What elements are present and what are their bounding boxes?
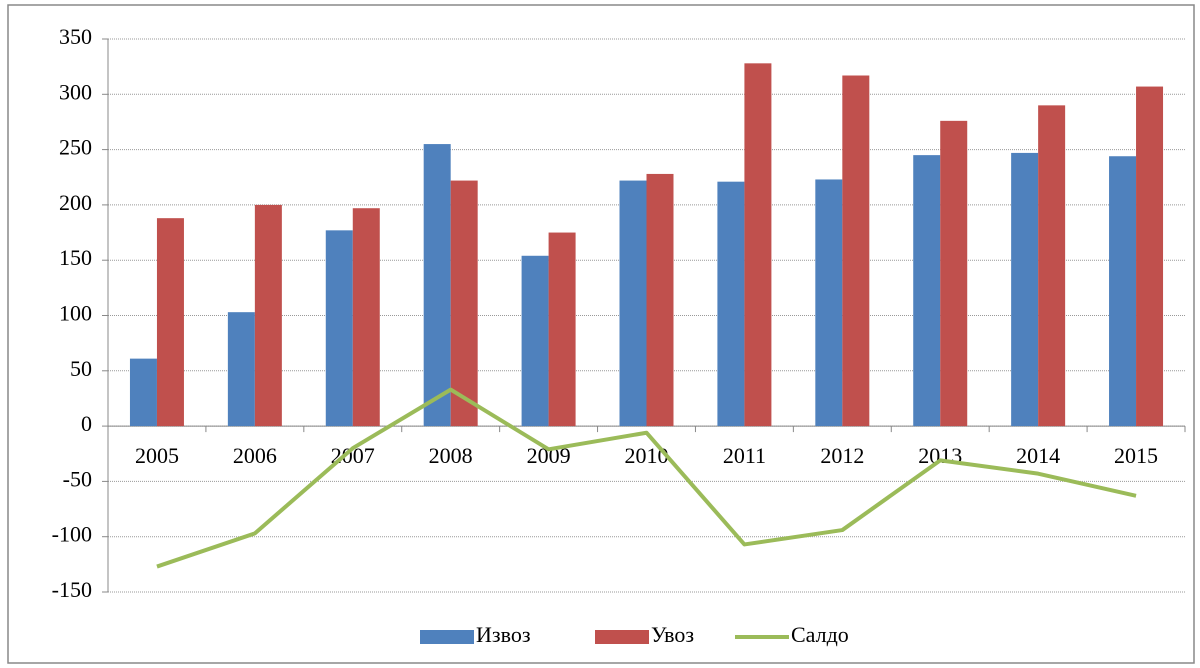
bar bbox=[940, 120, 968, 427]
legend-swatch bbox=[595, 630, 649, 644]
legend-swatch bbox=[420, 630, 474, 644]
bar bbox=[423, 144, 451, 427]
bar bbox=[619, 180, 647, 427]
bar bbox=[1038, 105, 1066, 427]
bar bbox=[129, 358, 157, 427]
bar bbox=[815, 179, 843, 427]
x-tick-label: 2011 bbox=[723, 443, 766, 468]
bar bbox=[913, 155, 941, 427]
y-tick-label: 200 bbox=[59, 190, 92, 215]
bar bbox=[325, 230, 353, 427]
bar bbox=[548, 232, 576, 427]
y-tick-label: 0 bbox=[81, 411, 92, 436]
bar bbox=[521, 255, 549, 427]
bar bbox=[646, 173, 674, 427]
y-tick-label: 250 bbox=[59, 135, 92, 160]
x-tick-label: 2006 bbox=[233, 443, 277, 468]
bar bbox=[450, 180, 478, 427]
bar bbox=[352, 208, 380, 427]
y-tick-label: -50 bbox=[63, 466, 92, 491]
bar bbox=[1109, 156, 1137, 427]
legend-label: Извоз bbox=[476, 622, 531, 647]
x-tick-label: 2010 bbox=[625, 443, 669, 468]
x-tick-label: 2012 bbox=[820, 443, 864, 468]
chart-border bbox=[7, 4, 1195, 664]
y-tick-label: 50 bbox=[70, 356, 92, 381]
bar bbox=[717, 181, 745, 427]
legend-label: Салдо bbox=[791, 622, 849, 647]
line bbox=[156, 387, 1137, 569]
bar bbox=[156, 218, 184, 427]
x-tick-label: 2014 bbox=[1016, 443, 1060, 468]
y-tick-label: 150 bbox=[59, 245, 92, 270]
x-tick-label: 2008 bbox=[429, 443, 473, 468]
bar bbox=[254, 204, 282, 427]
x-tick-label: 2005 bbox=[135, 443, 179, 468]
y-tick-label: -150 bbox=[52, 577, 92, 602]
bar bbox=[1136, 86, 1164, 427]
x-tick-label: 2015 bbox=[1114, 443, 1158, 468]
y-tick-label: 300 bbox=[59, 79, 92, 104]
bar bbox=[842, 75, 870, 427]
y-tick-label: 350 bbox=[59, 24, 92, 49]
legend-label: Увоз bbox=[651, 622, 694, 647]
y-tick-label: -100 bbox=[52, 522, 92, 547]
bar bbox=[227, 312, 255, 427]
y-tick-label: 100 bbox=[59, 301, 92, 326]
bar bbox=[744, 63, 772, 427]
bar bbox=[1011, 152, 1039, 427]
